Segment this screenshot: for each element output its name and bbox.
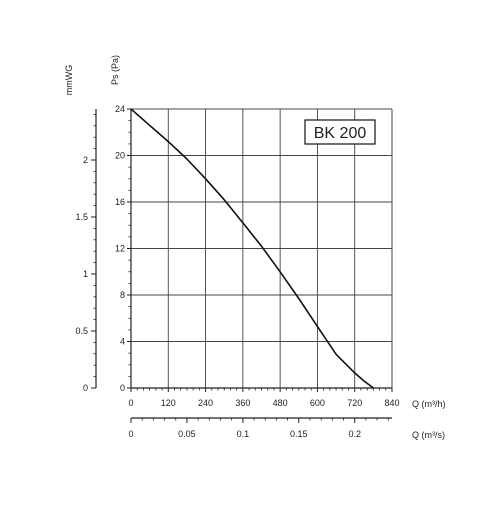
model-label-box: BK 200: [304, 119, 376, 145]
y-tick-label: 0: [120, 383, 125, 393]
m3s-tick-label: 0.2: [348, 429, 361, 439]
labels: Ps (Pa) mmWG Q (m³/h) Q (m³/s): [64, 55, 446, 440]
fan-curve-line: [130, 108, 374, 389]
grid: [131, 108, 393, 388]
y-axis-label: Ps (Pa): [110, 55, 120, 85]
mmwg-tick-label: 2: [83, 155, 88, 165]
y-tick-label: 24: [115, 104, 125, 114]
m3s-tick-label: 0.15: [290, 429, 308, 439]
x-tick-label: 360: [235, 398, 250, 408]
x-tick-label: 840: [384, 398, 399, 408]
mmwg-axis-label: mmWG: [64, 65, 74, 96]
y-tick-label: 12: [115, 244, 125, 254]
y-tick-label: 8: [120, 290, 125, 300]
m3s-tick-label: 0.05: [178, 429, 196, 439]
x-tick-label: 480: [273, 398, 288, 408]
axes: 0 120 240 360 480 600 720 8400481216202400.511.…: [75, 104, 399, 439]
m3s-axis-label: Q (m³/s): [412, 430, 445, 440]
series: [130, 108, 374, 389]
m3s-tick-label: 0.1: [237, 429, 250, 439]
x-tick-label: 720: [347, 398, 362, 408]
x-axis-label: Q (m³/h): [412, 399, 446, 409]
mmwg-tick-label: 1.5: [75, 212, 88, 222]
x-tick-label: 240: [198, 398, 213, 408]
model-label: BK 200: [314, 125, 367, 142]
m3s-tick-label: 0: [128, 429, 133, 439]
mmwg-tick-label: 0: [83, 383, 88, 393]
y-tick-label: 16: [115, 197, 125, 207]
y-tick-label: 20: [115, 151, 125, 161]
mmwg-tick-label: 0.5: [75, 326, 88, 336]
x-tick-label: 600: [310, 398, 325, 408]
x-tick-label: 120: [161, 398, 176, 408]
x-tick-label: 0: [128, 398, 133, 408]
y-tick-label: 4: [120, 337, 125, 347]
mmwg-tick-label: 1: [83, 269, 88, 279]
